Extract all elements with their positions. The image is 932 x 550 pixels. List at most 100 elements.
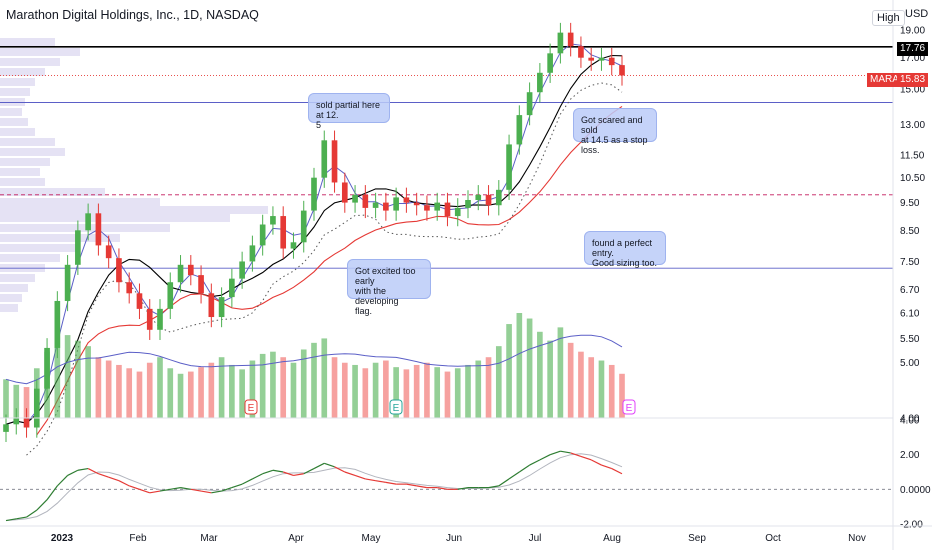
oscillator-segment (139, 488, 150, 494)
currency-label[interactable]: USD (905, 8, 929, 20)
x-tick-label: Mar (200, 533, 218, 544)
oscillator-segment (118, 480, 130, 487)
oscillator-segment (16, 516, 27, 520)
volume-bar (157, 357, 163, 418)
y-tick-label: 11.50 (900, 151, 925, 162)
earnings-marker-box (622, 399, 636, 415)
volume-bar (311, 342, 317, 418)
oscillator-segment (293, 473, 304, 477)
volume-profile-row (0, 38, 55, 46)
volume-bar (465, 364, 471, 418)
volume-bar (444, 371, 451, 418)
oscillator-segment (36, 499, 48, 511)
oscillator-segment (262, 469, 274, 475)
candle-body (393, 197, 399, 211)
volume-bar (526, 318, 533, 418)
candle-body (557, 32, 564, 54)
volume-bar (229, 364, 235, 418)
oscillator-segment (488, 485, 499, 489)
volume-bar (413, 364, 420, 418)
volume-bar (321, 338, 328, 418)
candle-body (280, 216, 287, 249)
volume-bar (516, 313, 523, 418)
volume-bar (300, 349, 307, 418)
volume-profile-row (0, 78, 35, 86)
volume-profile-row (0, 304, 18, 312)
volume-profile-row (0, 48, 80, 56)
volume-bar (116, 364, 122, 418)
volume-profile-row (0, 108, 22, 116)
volume-bar (485, 357, 492, 418)
oscillator-segment (539, 454, 551, 461)
x-tick-label: Apr (288, 533, 304, 544)
volume-bar (434, 367, 441, 418)
volume-profile-row (0, 58, 60, 66)
candle-body (290, 242, 297, 249)
volume-bar (239, 369, 245, 418)
candle-body (495, 189, 502, 206)
y-tick-label: 19.00 (900, 26, 925, 37)
oscillator-segment (324, 462, 335, 468)
candle-body (578, 46, 584, 58)
candle-body (177, 264, 184, 283)
oscillator-segment (5, 518, 17, 522)
candle-body (208, 293, 215, 318)
candle-body (537, 72, 543, 93)
x-tick-label: 2023 (51, 533, 74, 544)
volume-bar (126, 368, 133, 418)
oscillator-segment (272, 469, 284, 473)
volume-bar (547, 340, 553, 418)
volume-bar (290, 362, 297, 418)
volume-bar (393, 367, 399, 418)
candle-body (239, 261, 245, 279)
oscillator-segment (303, 467, 315, 475)
candle-body (475, 194, 482, 200)
volume-bar (578, 351, 584, 418)
volume-profile-row (0, 274, 35, 282)
candle-body (465, 199, 471, 208)
oscillator-segment (26, 509, 38, 518)
candle-body (526, 92, 533, 116)
oscillator-segment (313, 462, 325, 470)
oscillator-tick-label: -2.00 (900, 520, 923, 531)
candle-body (218, 297, 225, 318)
annotation-perfect-entry[interactable]: found a perfect entry. Good sizing too. (584, 231, 666, 268)
candle-body (444, 202, 451, 217)
volume-profile-row (0, 198, 160, 206)
high-button[interactable]: High (872, 10, 905, 26)
volume-profile-row (0, 158, 50, 166)
candle-body (321, 140, 328, 178)
ticker-price-tag: 15.83 (897, 73, 929, 87)
volume-profile-row (0, 206, 268, 214)
annotation-sold-partial[interactable]: sold partial here at 12. 5 (308, 93, 390, 130)
volume-profile-row (0, 284, 28, 292)
volume-bar (352, 364, 358, 418)
candle-body (23, 418, 30, 428)
psar-dots (26, 82, 623, 456)
candle-body (424, 205, 430, 211)
volume-profile-row (0, 294, 22, 302)
candle-body (54, 300, 61, 348)
annotation-stop-loss[interactable]: Got scared and sold at 14.5 as a stop lo… (573, 108, 657, 155)
oscillator-tick-label: 4.00 (900, 416, 920, 427)
oscillator-segment (334, 466, 346, 473)
volume-profile-row (0, 254, 60, 262)
volume-bar (280, 357, 287, 418)
y-tick-label: 17.00 (900, 53, 925, 64)
oscillator-segment (46, 485, 58, 501)
volume-bar (608, 364, 615, 418)
oscillator-segment (385, 481, 397, 485)
oscillator-segment (580, 455, 592, 461)
oscillator-segment (98, 473, 109, 478)
time-axis: 2023 Feb Mar Apr May Jun Jul Aug Sep Oct Nov (51, 533, 866, 544)
candle-body (33, 388, 40, 428)
oscillator-segment (56, 475, 69, 487)
oscillator-tick-label: 0.0000 (900, 485, 931, 496)
annotation-excited-early[interactable]: Got excited too early with the developin… (347, 259, 431, 316)
oscillator-tick-label: 2.00 (900, 450, 920, 461)
volume-bar (372, 362, 379, 418)
x-tick-label: Jun (446, 533, 462, 544)
volume-bar (136, 371, 143, 418)
